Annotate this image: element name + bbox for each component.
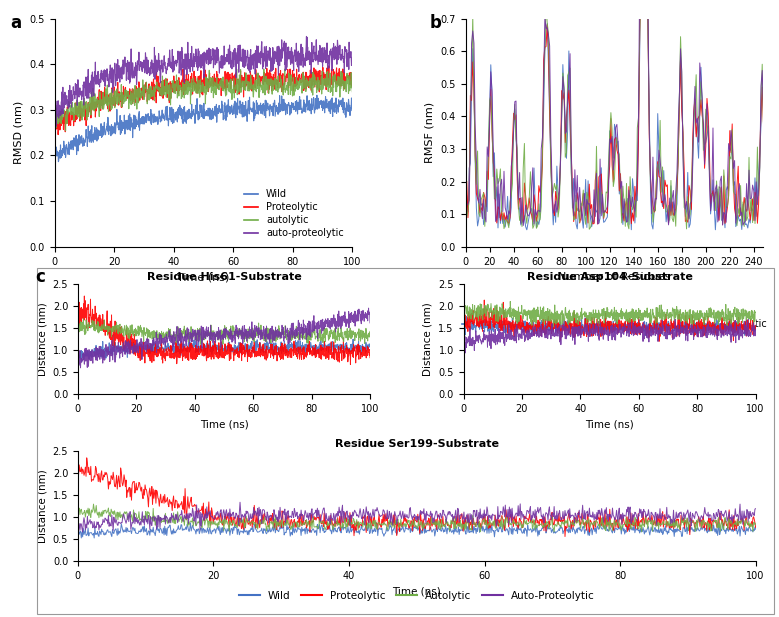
X-axis label: Time (ns): Time (ns) — [393, 587, 441, 597]
Title: Residue His61-Substrate: Residue His61-Substrate — [146, 271, 301, 281]
Y-axis label: Distance (nm): Distance (nm) — [423, 302, 432, 376]
Legend: Wild, Proteolytic, autolytic, auto-proteolytic: Wild, Proteolytic, autolytic, auto-prote… — [458, 315, 771, 333]
X-axis label: Time (ns): Time (ns) — [585, 420, 634, 429]
Text: b: b — [430, 14, 442, 32]
X-axis label: Time (ns): Time (ns) — [199, 420, 249, 429]
Text: c: c — [35, 268, 45, 286]
Title: Residue Ser199-Substrate: Residue Ser199-Substrate — [335, 439, 499, 449]
Y-axis label: RMSD (nm): RMSD (nm) — [14, 101, 24, 164]
Y-axis label: RMSF (nm): RMSF (nm) — [425, 102, 435, 164]
X-axis label: Number of Residues: Number of Residues — [559, 272, 671, 282]
Text: a: a — [10, 14, 21, 32]
Legend: Wild, Proteolytic, Autolytic, Auto-Proteolytic: Wild, Proteolytic, Autolytic, Auto-Prote… — [234, 586, 599, 605]
Title: Residue Asp104-Substrate: Residue Asp104-Substrate — [527, 271, 693, 281]
Y-axis label: Distance (nm): Distance (nm) — [37, 470, 47, 543]
X-axis label: Time (ns): Time (ns) — [178, 272, 230, 282]
Y-axis label: Distance (nm): Distance (nm) — [37, 302, 47, 376]
Legend: Wild, Proteolytic, autolytic, auto-proteolytic: Wild, Proteolytic, autolytic, auto-prote… — [240, 186, 347, 242]
